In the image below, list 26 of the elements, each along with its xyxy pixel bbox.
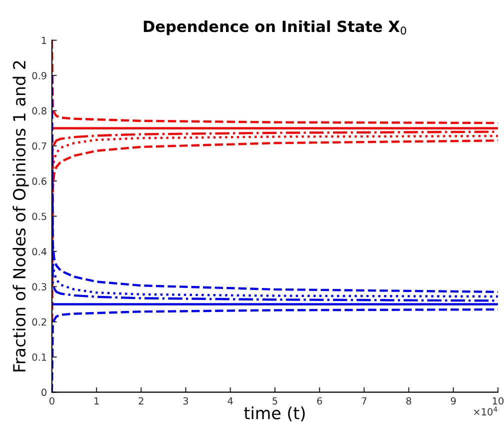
x-tick-label: 0 <box>49 397 54 405</box>
x-tick-label: 6 <box>317 397 322 405</box>
y-tick-label: 0.5 <box>32 212 46 220</box>
y-tick-label: 1 <box>42 36 46 44</box>
x-tick-label: 8 <box>406 397 412 405</box>
y-tick-label: 0.8 <box>32 107 46 114</box>
chart-title: Dependence on Initial State X$_{0}$ <box>144 20 406 36</box>
x-axis-title: time (t) <box>244 406 305 422</box>
x-tick-label: 10 <box>492 397 504 405</box>
y-tick-label: 0 <box>42 388 46 396</box>
text: ×10$^{4}$ <box>474 406 498 416</box>
x-tick-label: 4 <box>228 397 233 404</box>
x-tick-label: 5 <box>272 397 278 405</box>
y-axis-title: Fraction of Nodes of Opinions 1 and 2 <box>12 61 29 372</box>
y-tick-label: 0.3 <box>32 283 46 290</box>
y-tick-label: 0.9 <box>32 72 46 80</box>
x-tick-label: 9 <box>450 397 456 405</box>
y-tick-label: 0.4 <box>32 248 47 256</box>
x-tick-label: 2 <box>138 397 144 404</box>
y-tick-label: 0.6 <box>32 178 46 185</box>
y-tick-label: 0.1 <box>32 353 46 361</box>
y-tick-label: 0.7 <box>32 142 46 150</box>
x-tick-label: 3 <box>183 397 188 405</box>
x-tick-label: 7 <box>362 397 366 404</box>
x-tick-label: 1 <box>94 397 99 404</box>
y-tick-label: 0.2 <box>32 318 46 326</box>
